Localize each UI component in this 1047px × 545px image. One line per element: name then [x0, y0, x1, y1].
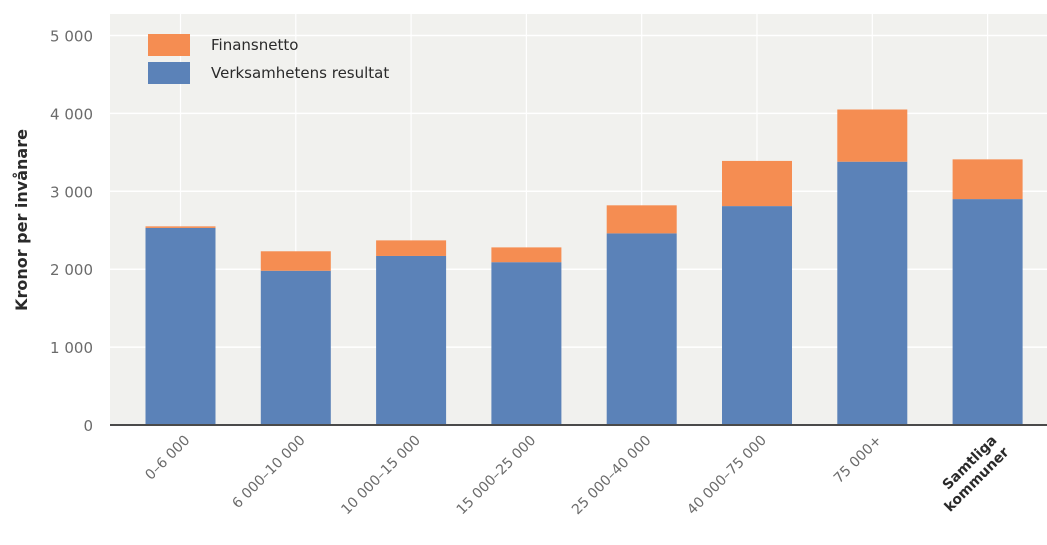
x-tick-label: 6 000–10 000: [229, 433, 308, 512]
bar-verksamhetens-resultat: [722, 206, 792, 425]
x-tick-label: 25 000–40 000: [569, 433, 655, 519]
y-tick-label: 3 000: [50, 183, 93, 201]
y-axis-ticks: 0 1 000 2 000 3 000 4 000 5 000: [50, 28, 93, 436]
legend-swatch: [148, 62, 190, 84]
legend-swatch: [148, 34, 190, 56]
y-tick-label: 4 000: [50, 105, 93, 123]
bar-finansnetto: [722, 160, 792, 207]
y-tick-label: 2 000: [50, 261, 93, 279]
y-tick-label: 5 000: [50, 28, 93, 46]
legend-label: Verksamhetens resultat: [211, 64, 389, 82]
bar-verksamhetens-resultat: [491, 262, 562, 425]
y-tick-label: 1 000: [50, 339, 93, 357]
bar-finansnetto: [837, 109, 908, 162]
y-tick-label: 0: [83, 417, 93, 435]
bar-verksamhetens-resultat: [952, 199, 1023, 425]
x-tick-label: 10 000–15 000: [338, 433, 424, 519]
bars: [145, 109, 1023, 425]
x-axis-ticks: 0–6 000 6 000–10 000 10 000–15 000 15 000–2…: [142, 432, 1013, 519]
bar-verksamhetens-resultat: [606, 233, 677, 425]
bar-verksamhetens-resultat: [837, 161, 908, 425]
y-axis-label: Kronor per invånare: [12, 129, 31, 311]
x-tick-label: Samtligakommuner: [930, 432, 1013, 515]
bar-verksamhetens-resultat: [145, 227, 216, 425]
bar-finansnetto: [260, 251, 331, 271]
bar-finansnetto: [952, 159, 1023, 200]
bar-verksamhetens-resultat: [376, 255, 447, 425]
bar-verksamhetens-resultat: [260, 270, 331, 425]
bar-finansnetto: [491, 247, 562, 263]
legend: Finansnetto Verksamhetens resultat: [148, 34, 389, 84]
bar-finansnetto: [145, 226, 216, 228]
x-tick-label: 75 000+: [831, 433, 885, 487]
legend-label: Finansnetto: [211, 36, 298, 54]
x-tick-label: 40 000–75 000: [684, 433, 770, 519]
x-tick-label: 15 000–25 000: [454, 433, 540, 519]
bar-finansnetto: [606, 205, 677, 234]
x-tick-label: 0–6 000: [142, 433, 193, 484]
bar-finansnetto: [376, 240, 447, 256]
